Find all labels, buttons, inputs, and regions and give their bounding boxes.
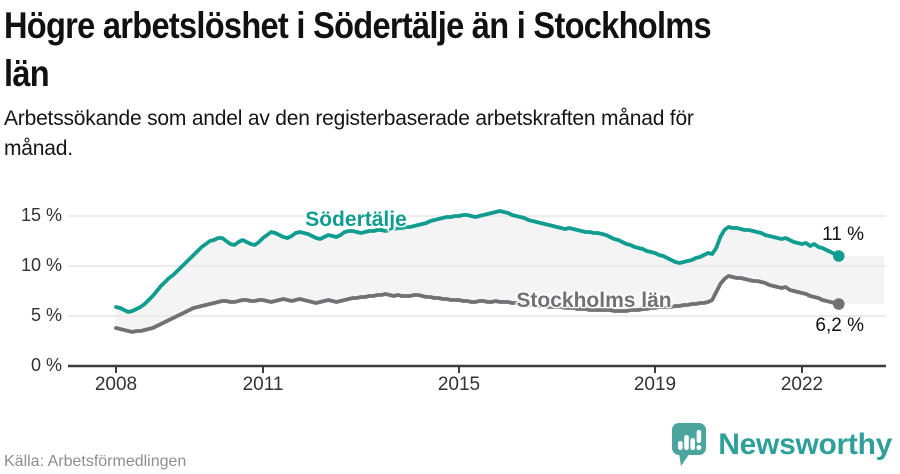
newsworthy-speech-bubble-chart-icon xyxy=(672,423,707,466)
x-tick-label-2008: 2008 xyxy=(94,374,138,395)
page-title: Högre arbetslöshet i Södertälje än i Sto… xyxy=(4,2,900,98)
end-value-label-stockholms-lan: 6,2 % xyxy=(815,315,864,336)
chart-line-sodertalje xyxy=(114,209,841,314)
fill-between-area xyxy=(116,211,884,332)
chart-subtitle-line2: månad. xyxy=(4,137,73,160)
y-tick-label-5: 5 % xyxy=(30,305,62,325)
x-tick-label-2015: 2015 xyxy=(437,374,481,395)
page-title-line1: Högre arbetslöshet i Södertälje än i Sto… xyxy=(4,5,712,46)
newsworthy-logo[interactable]: Newsworthy xyxy=(671,422,892,468)
chart-subtitle-line1: Arbetssökande som andel av den registerb… xyxy=(4,107,694,130)
page-title-line2: län xyxy=(4,53,50,94)
series-label-stockholms-lan: Stockholms län xyxy=(516,289,672,312)
end-dot-sodertalje xyxy=(832,250,845,262)
end-value-label-sodertalje: 11 % xyxy=(822,224,864,245)
x-tick-label-2011: 2011 xyxy=(242,374,284,395)
newsworthy-brand-name: Newsworthy xyxy=(718,428,892,461)
source-note: Källa: Arbetsförmedlingen xyxy=(4,453,187,470)
end-dot-stockholms-lan xyxy=(832,298,845,310)
chart-subtitle: Arbetssökande som andel av den registerb… xyxy=(4,104,884,164)
series-label-sodertalje: Södertälje xyxy=(305,208,407,231)
y-tick-label-0: 0 % xyxy=(30,355,62,375)
x-tick-label-2022: 2022 xyxy=(780,374,824,395)
x-tick-label-2019: 2019 xyxy=(633,374,677,395)
y-tick-label-10: 10 % xyxy=(20,255,62,275)
chart-line-stockholms-lan xyxy=(114,274,841,334)
y-tick-label-15: 15 % xyxy=(20,205,62,225)
